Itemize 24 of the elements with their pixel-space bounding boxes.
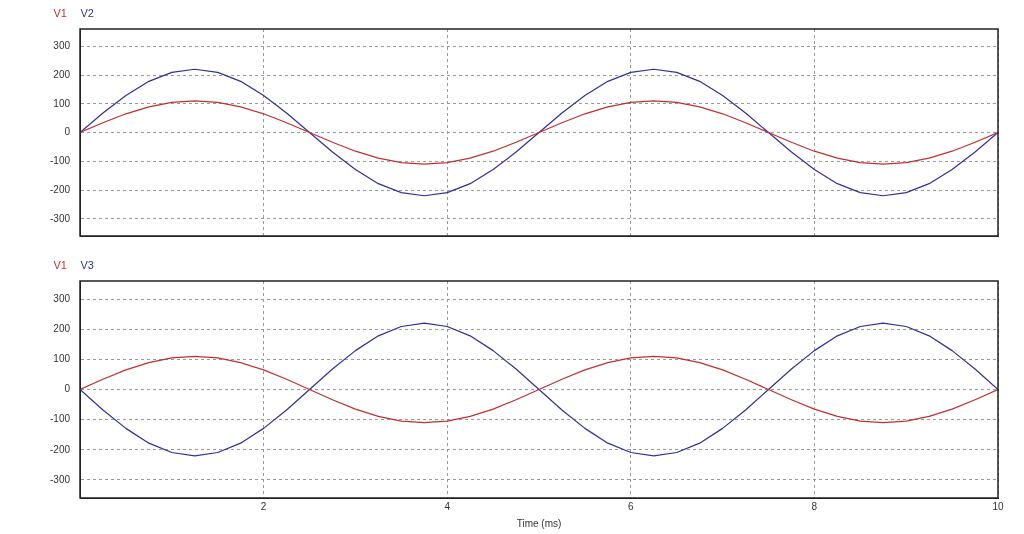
text: V1 xyxy=(53,6,67,19)
y-tick-label: 200 xyxy=(53,322,71,334)
y-tick-label: -200 xyxy=(50,443,71,455)
x-tick-label: 2 xyxy=(260,500,267,512)
x-tick-label: 4 xyxy=(444,500,451,512)
y-tick-label: 0 xyxy=(64,126,71,138)
y-tick-label: 100 xyxy=(53,353,71,365)
y-tick-label: 300 xyxy=(53,292,71,304)
x-axis-title: Time (ms) xyxy=(516,517,562,529)
y-tick-label: 200 xyxy=(53,68,71,80)
y-tick-label: 0 xyxy=(64,383,71,395)
x-tick-label: 10 xyxy=(992,500,1004,512)
x-tick-label: 8 xyxy=(811,500,818,512)
y-tick-label: -200 xyxy=(50,183,71,195)
text: V1 xyxy=(53,258,67,271)
y-tick-label: 100 xyxy=(53,97,71,109)
y-tick-label: 300 xyxy=(53,40,71,51)
x-tick-label: 6 xyxy=(628,500,635,512)
y-tick-label: -300 xyxy=(50,212,71,224)
y-tick-label: -100 xyxy=(50,413,71,425)
y-tick-label: -300 xyxy=(50,473,71,485)
text: V3 xyxy=(80,258,94,271)
text: V2 xyxy=(80,6,94,19)
y-tick-label: -100 xyxy=(50,155,71,166)
